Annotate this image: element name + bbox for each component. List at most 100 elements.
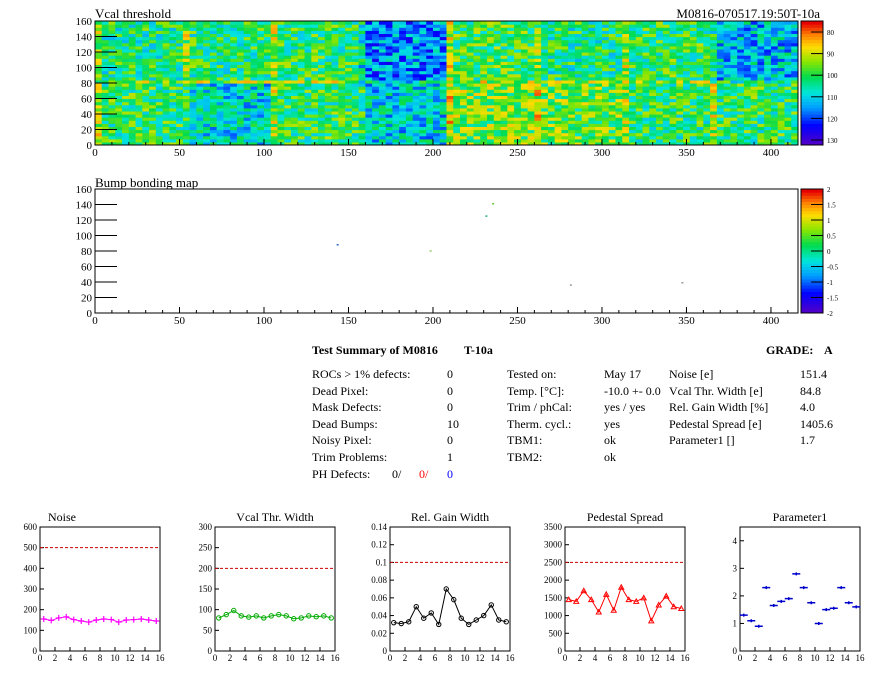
vcal-cell [101, 70, 110, 75]
vcal-cell [615, 126, 623, 131]
vcal-cell [534, 114, 542, 118]
vcal-cell [460, 52, 468, 56]
vcal-cell [770, 24, 779, 28]
vcal-y-tick-label: 40 [81, 109, 93, 121]
vcal-cell [439, 101, 448, 106]
vcal-cell [392, 58, 400, 62]
vcal-cell [453, 95, 461, 100]
vcal-cell [189, 55, 197, 59]
vcal-cell [378, 101, 387, 106]
vcal-cell [277, 132, 285, 137]
vcal-cell [284, 55, 292, 59]
vcal-cell [182, 76, 191, 81]
vcal-cell [324, 21, 333, 25]
vcal-cell [547, 27, 556, 31]
vcal-cell [95, 42, 103, 47]
parameter1-x-tick-label: 12 [826, 653, 835, 663]
vcal-cell [629, 45, 637, 50]
vcal-cell [629, 141, 637, 145]
vcal-cell [460, 36, 468, 41]
vcal-cell [750, 27, 759, 31]
vcal-cell [182, 98, 191, 103]
vcal-cell [683, 120, 691, 124]
bump-colorbar-cell [801, 232, 823, 236]
vcal-cell [345, 55, 353, 59]
vcal-cell [338, 83, 346, 87]
vcal-width-x-tick-label: 14 [316, 653, 326, 663]
parameter1-x-tick-label: 4 [768, 653, 773, 663]
vcal-cell [574, 92, 583, 96]
pedestal-spread-x-tick-label: 4 [593, 653, 598, 663]
vcal-cell [649, 73, 657, 78]
vcal-cell [622, 107, 630, 112]
vcal-cell [460, 70, 468, 75]
vcal-cell [541, 138, 549, 143]
vcal-cell [730, 95, 738, 100]
vcal-cell [263, 36, 272, 41]
vcal-cell [723, 33, 732, 38]
vcal-cell [182, 61, 191, 65]
vcal-cell [642, 126, 650, 131]
vcal-cell [703, 58, 711, 62]
vcal-cell [162, 45, 170, 50]
vcal-cell [318, 110, 326, 115]
vcal-cell [439, 114, 448, 118]
vcal-cell [419, 86, 427, 90]
vcal-cell [770, 61, 779, 65]
vcal-cell [135, 55, 143, 59]
vcal-cell [466, 107, 475, 112]
vcal-cell [737, 86, 745, 90]
vcal-cell [723, 45, 732, 50]
vcal-cell [209, 64, 218, 69]
vcal-cell [196, 64, 204, 69]
vcal-cell [554, 48, 563, 53]
vcal-cell [777, 61, 786, 65]
vcal-cell [466, 70, 475, 75]
vcal-cell [250, 110, 258, 115]
vcal-cell [128, 73, 137, 78]
vcal-cell [270, 36, 279, 41]
vcal-cell [135, 70, 143, 75]
vcal-cell [588, 117, 596, 121]
noise-x-tick-label: 16 [156, 653, 166, 663]
noise-y-tick-label: 600 [24, 522, 38, 532]
vcal-cell [351, 123, 360, 127]
vcal-cell [507, 58, 515, 62]
vcal-cell [95, 33, 103, 38]
vcal-cell [629, 42, 637, 47]
vcal-colorbar-cell [801, 107, 823, 112]
parameter1-x-tick-label: 8 [798, 653, 803, 663]
vcal-cell [541, 89, 549, 93]
vcal-cell [101, 48, 110, 53]
vcal-cell [460, 138, 468, 143]
vcal-cell [338, 129, 346, 134]
vcal-cell [601, 67, 610, 72]
vcal-cell [547, 55, 556, 59]
vcal-cell [149, 67, 157, 72]
vcal-cell [743, 33, 752, 38]
vcal-cell [243, 36, 252, 41]
vcal-cell [263, 42, 272, 47]
vcal-cell [507, 110, 515, 115]
bump-colorbar-cell [801, 220, 823, 224]
vcal-cell [169, 120, 177, 124]
vcal-cell [743, 101, 752, 106]
vcal-cell [622, 73, 630, 78]
vcal-cell [689, 95, 698, 100]
bump-colorbar-cell [801, 204, 823, 209]
vcal-cell [784, 67, 792, 72]
vcal-cell [676, 48, 684, 53]
vcal-cell [203, 98, 211, 103]
vcal-cell [405, 70, 414, 75]
vcal-cell [534, 117, 542, 121]
vcal-cell [716, 129, 725, 134]
vcal-cell [554, 98, 563, 103]
vcal-cell [608, 120, 617, 124]
vcal-cell [203, 92, 211, 96]
vcal-cell [385, 138, 394, 143]
vcal-cell [108, 114, 116, 118]
vcal-cell [574, 117, 583, 121]
vcal-cell [182, 126, 191, 131]
vcal-cell [297, 33, 306, 38]
